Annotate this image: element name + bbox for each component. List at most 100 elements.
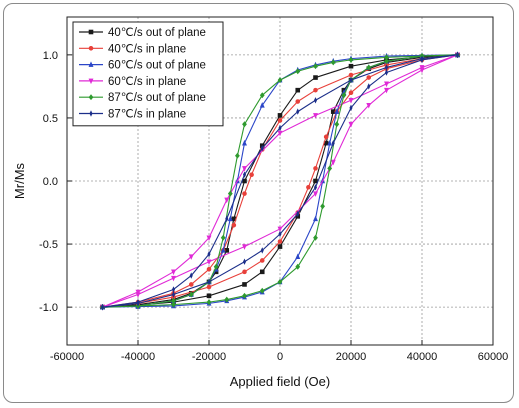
- legend-label: 40℃/s in plane: [108, 43, 186, 55]
- data-point: [242, 292, 247, 299]
- data-point: [330, 159, 336, 166]
- data-point: [330, 59, 336, 66]
- x-axis-title: Applied field (Oe): [230, 374, 330, 389]
- data-point: [242, 258, 247, 265]
- data-point: [384, 69, 389, 76]
- data-point: [295, 68, 301, 75]
- legend-marker: [88, 45, 94, 51]
- legend-marker: [88, 61, 94, 67]
- data-point: [348, 56, 354, 63]
- data-point: [206, 259, 212, 265]
- legend-label: 60℃/s out of plane: [108, 60, 206, 72]
- y-tick-label: 0.0: [43, 176, 58, 188]
- data-point: [259, 92, 265, 99]
- data-point: [259, 258, 265, 263]
- data-point: [455, 51, 460, 59]
- data-point: [334, 108, 340, 114]
- data-point: [242, 171, 247, 178]
- legend-label: 40℃/s out of plane: [108, 27, 206, 39]
- y-tick-label: -1.0: [39, 302, 58, 314]
- legend-label: 87℃/s in plane: [108, 109, 186, 121]
- data-point: [348, 90, 354, 95]
- x-tick-label: -40000: [121, 351, 155, 363]
- legend-marker: [88, 29, 94, 35]
- legend-marker: [89, 110, 93, 117]
- data-point: [242, 139, 247, 146]
- data-point: [235, 152, 240, 159]
- data-point: [249, 172, 254, 177]
- data-point: [225, 215, 229, 223]
- data-point: [206, 293, 212, 299]
- data-point: [348, 63, 354, 69]
- data-point: [349, 104, 353, 112]
- x-tick-label: 40000: [407, 351, 438, 363]
- data-point: [384, 81, 389, 88]
- data-point: [260, 145, 264, 152]
- data-point: [420, 56, 424, 64]
- data-point: [224, 197, 230, 204]
- data-point: [349, 76, 353, 84]
- data-point: [306, 185, 311, 190]
- data-point: [260, 247, 264, 254]
- data-point: [242, 244, 247, 250]
- data-point: [419, 67, 425, 74]
- data-point: [220, 247, 226, 253]
- y-tick-label: 0.5: [43, 113, 58, 125]
- data-point: [220, 234, 226, 241]
- data-point: [295, 263, 301, 270]
- data-point: [277, 239, 283, 244]
- data-point: [327, 139, 333, 146]
- data-point: [231, 222, 237, 228]
- data-point: [206, 284, 212, 290]
- data-point: [242, 166, 247, 172]
- data-point: [171, 291, 176, 298]
- data-point: [259, 269, 265, 275]
- series-layer: [100, 51, 460, 311]
- data-point: [295, 99, 301, 104]
- data-point: [366, 103, 372, 109]
- legend-marker: [88, 78, 94, 85]
- x-tick-label: -20000: [192, 351, 226, 363]
- data-point: [320, 203, 325, 210]
- y-tick-label: -0.5: [39, 239, 58, 251]
- data-point: [366, 75, 372, 80]
- legend-label: 87℃/s out of plane: [108, 92, 206, 104]
- data-point: [206, 267, 212, 272]
- data-point: [384, 58, 389, 65]
- data-point: [296, 108, 300, 115]
- data-point: [277, 118, 283, 123]
- legend: 40℃/s out of plane 40℃/s in plane 60℃/s ou…: [72, 21, 224, 127]
- data-point: [242, 191, 247, 196]
- data-point: [188, 254, 194, 260]
- data-point: [227, 215, 233, 222]
- data-point: [323, 134, 329, 140]
- data-point: [278, 230, 282, 238]
- legend-item: 60℃/s in plane: [79, 76, 186, 88]
- data-point: [188, 282, 194, 287]
- data-point: [259, 287, 265, 294]
- legend-item: 87℃/s out of plane: [79, 92, 206, 104]
- legend-marker: [88, 94, 94, 101]
- data-point: [313, 166, 318, 171]
- data-point: [313, 184, 318, 191]
- data-point: [295, 87, 301, 93]
- data-point: [327, 165, 333, 172]
- data-point: [367, 83, 371, 90]
- data-point: [277, 244, 283, 249]
- legend-item: 87℃/s in plane: [79, 109, 186, 121]
- data-point: [366, 64, 372, 71]
- data-point: [313, 87, 318, 93]
- data-point: [188, 291, 194, 298]
- data-point: [277, 113, 283, 118]
- data-point: [313, 215, 318, 222]
- x-tick-label: 60000: [478, 351, 509, 363]
- legend-item: 60℃/s out of plane: [79, 60, 206, 72]
- data-point: [331, 139, 335, 147]
- x-tick-label: -60000: [50, 351, 84, 363]
- legend-box: [72, 21, 224, 127]
- legend-item: 40℃/s in plane: [79, 43, 186, 55]
- y-axis-title: Mr/Ms: [12, 162, 27, 199]
- data-point: [242, 269, 247, 275]
- x-tick-label: 20000: [336, 351, 367, 363]
